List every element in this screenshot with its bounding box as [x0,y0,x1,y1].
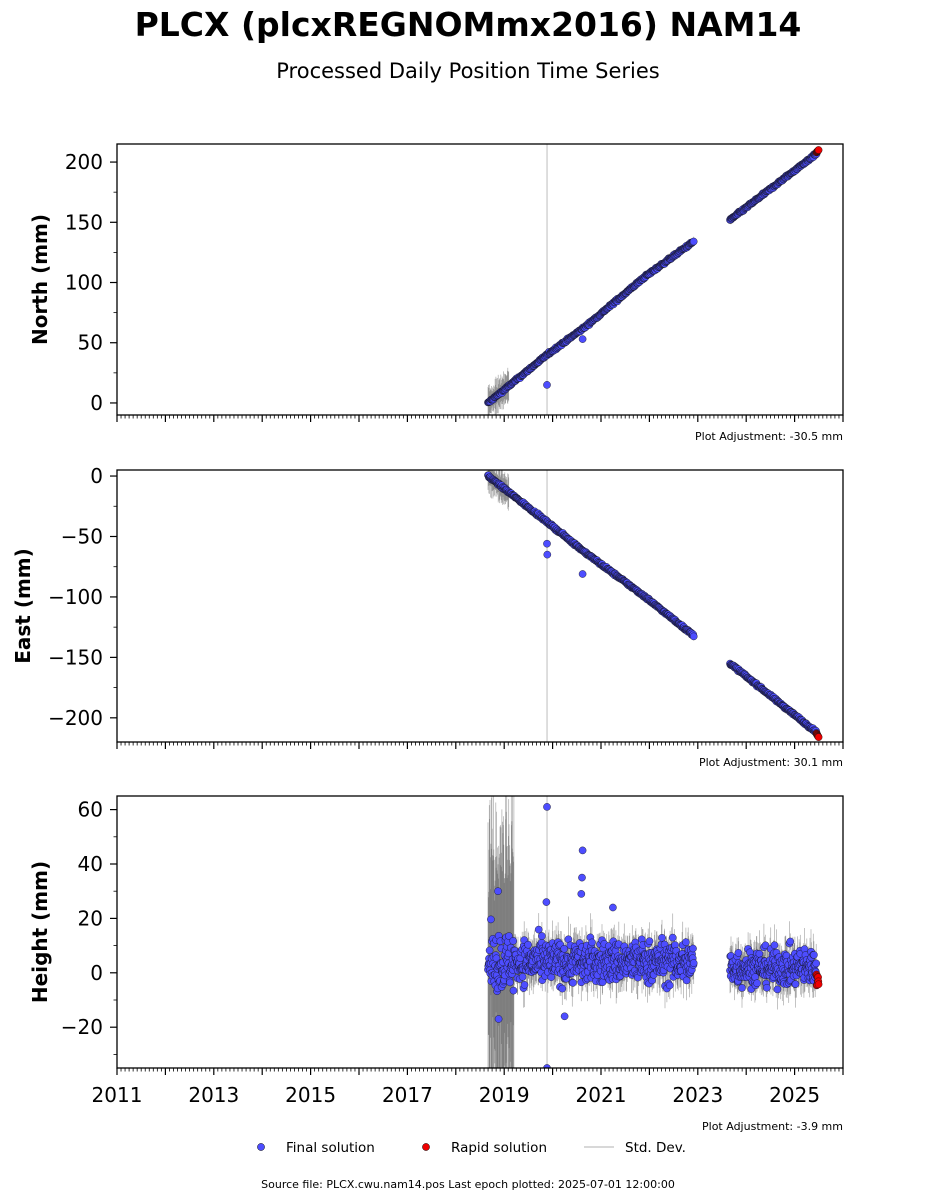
final-points [484,149,821,407]
chart-title: PLCX (plcxREGNOMmx2016) NAM14 [135,5,802,44]
y-tick-label: −150 [48,645,103,669]
final-point-outlier [578,570,587,578]
chart-subtitle: Processed Daily Position Time Series [276,59,660,83]
final-point [534,925,543,934]
final-point-outlier [543,803,551,811]
y-tick-label: 150 [65,210,103,234]
final-point [682,938,690,947]
y-tick-label: −100 [48,585,103,609]
final-point [810,951,818,959]
final-point [812,959,821,968]
final-point [791,980,800,988]
y-axis-label: East (mm) [11,548,35,664]
y-tick-label: −200 [48,706,103,730]
panel-height: 2011 2013 2015 2017 2019 2021 2023 20256040200−… [28,795,844,1133]
y-tick-label: −50 [61,524,103,548]
y-tick-label: 0 [90,464,103,488]
final-point [524,940,532,949]
plot-area [484,796,823,1068]
final-point [668,933,677,942]
final-point [509,937,518,945]
rapid-points [812,146,823,157]
stddev-bars [487,144,817,415]
x-axis-ticks [116,742,844,749]
final-point-outlier [543,550,552,559]
final-point-outlier [609,903,617,912]
final-points [484,471,821,737]
x-axis-ticks [116,415,844,422]
final-point-outlier [578,335,587,343]
final-point-outlier [543,1064,551,1068]
final-point-outlier [494,887,502,896]
final-point [658,934,666,942]
panel-north: 0 50 100 150 200 North (mm) Plot Adjustment: -… [28,143,844,443]
plot-adjustment: Plot Adjustment: 30.1 mm [699,756,843,769]
final-point [518,973,527,981]
plot-adjustment: Plot Adjustment: -30.5 mm [695,430,843,443]
final-point [763,984,771,992]
final-point [509,986,518,995]
final-point [761,941,770,950]
y-tick-label: 100 [65,271,103,295]
final-point [538,932,546,940]
final-points [484,803,821,1068]
final-point [689,959,698,967]
panels: 0 50 100 150 200 North (mm) Plot Adjustment: -… [11,143,844,1133]
rapid-point [814,146,823,154]
final-point [558,984,567,993]
rapid-point [814,733,823,742]
final-point [666,981,674,990]
plot-frame [116,143,844,416]
final-point-outlier [578,873,586,882]
final-point-outlier [543,539,551,548]
y-tick-label: 200 [65,150,103,174]
final-point [682,976,691,985]
plot-area [484,470,823,742]
y-axis-ticks [110,161,117,404]
y-axis-ticks [110,475,117,719]
rapid-points [812,970,823,990]
final-point [487,915,495,924]
final-point [689,237,698,246]
rapid-point [814,980,823,989]
final-point [645,937,654,946]
final-point-outlier [578,846,587,855]
panel-east: 0 −50 −100 −150 −200 East (mm) Plot Adjustment… [11,464,844,769]
final-point-outlier [543,381,551,389]
x-axis-ticks [116,1068,844,1075]
final-point-outlier [542,898,551,906]
rapid-points [812,729,823,742]
final-point [753,979,761,988]
final-point [689,944,697,953]
final-point [569,979,577,987]
final-point [560,945,569,953]
final-point [520,981,529,989]
final-point [485,946,494,955]
final-point [689,632,698,641]
y-tick-label: 50 [78,331,103,355]
final-point [734,949,743,957]
plot-frame [116,795,844,1069]
final-point [773,985,782,994]
y-axis-label: North (mm) [28,214,52,345]
final-point-outlier [577,890,586,898]
final-point [755,950,764,958]
y-tick-label: 0 [90,391,103,415]
final-point-outlier [560,1012,569,1021]
plot-area [484,144,823,415]
final-point [505,932,513,940]
final-point [786,937,795,946]
final-point [588,938,596,947]
final-point [770,941,779,950]
final-point [738,984,746,992]
final-point [506,978,514,987]
plot-frame [116,469,844,743]
final-point-outlier [494,1015,503,1023]
